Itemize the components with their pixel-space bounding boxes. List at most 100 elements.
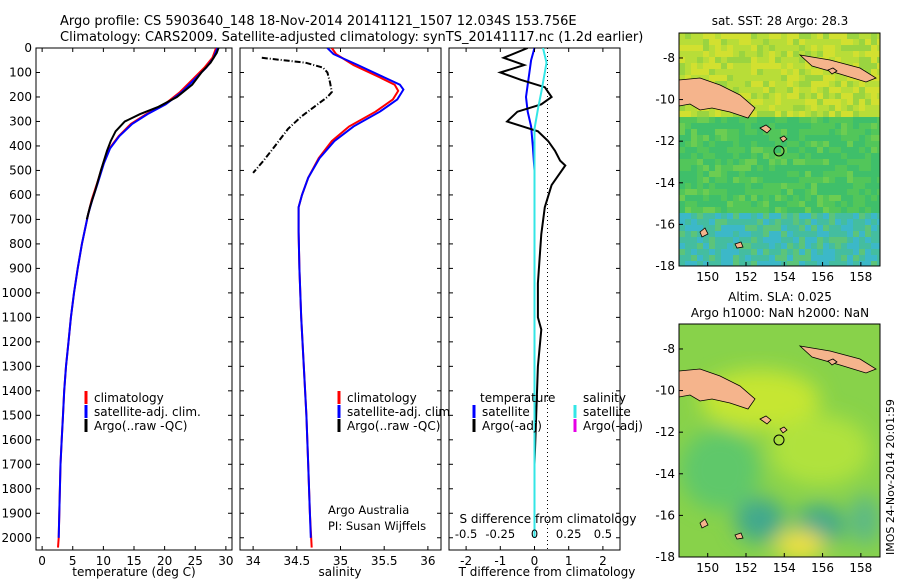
sst-pixel <box>835 33 841 39</box>
figure-title-line1: Argo profile: CS 5903640_148 18-Nov-2014… <box>60 14 577 29</box>
sst-pixel <box>757 177 763 183</box>
sst-pixel <box>757 195 763 201</box>
sst-pixel <box>817 99 823 105</box>
sst-pixel <box>829 141 835 147</box>
sla-map-title-line1: Altim. SLA: 0.025 <box>728 290 832 304</box>
sst-pixel <box>787 45 793 51</box>
sst-pixel <box>781 93 787 99</box>
sst-pixel <box>781 123 787 129</box>
sst-pixel <box>679 141 685 147</box>
sst-pixel <box>727 255 733 261</box>
legend-s-argo-label: Argo(-adj) <box>583 419 643 433</box>
sst-pixel <box>697 261 703 266</box>
sst-pixel <box>829 213 835 219</box>
sst-pixel <box>715 63 721 69</box>
sst-pixel <box>811 159 817 165</box>
sst-pixel <box>697 195 703 201</box>
sst-pixel <box>817 159 823 165</box>
sst-pixel <box>877 99 880 105</box>
sst-pixel <box>847 123 853 129</box>
sst-pixel <box>835 39 841 45</box>
sst-pixel <box>775 147 781 153</box>
sst-pixel <box>715 75 721 81</box>
sst-pixel <box>781 225 787 231</box>
sst-pixel <box>877 69 880 75</box>
sst-pixel <box>703 177 709 183</box>
sst-pixel <box>751 213 757 219</box>
sst-pixel <box>811 207 817 213</box>
sst-pixel <box>715 135 721 141</box>
sst-pixel <box>811 129 817 135</box>
sst-pixel <box>709 159 715 165</box>
sst-pixel <box>871 63 877 69</box>
sst-pixel <box>877 45 880 51</box>
sst-pixel <box>871 237 877 243</box>
sst-pixel <box>853 93 859 99</box>
sst-pixel <box>841 33 847 39</box>
sst-pixel <box>763 33 769 39</box>
sst-pixel <box>763 207 769 213</box>
sst-pixel <box>871 51 877 57</box>
sst-pixel <box>697 159 703 165</box>
sst-pixel <box>691 255 697 261</box>
sst-pixel <box>865 111 871 117</box>
sst-pixel <box>805 213 811 219</box>
map-y-tick-label: -18 <box>655 550 675 564</box>
sst-pixel <box>721 51 727 57</box>
sst-pixel <box>739 87 745 93</box>
y-tick-label: 1900 <box>1 506 32 520</box>
sst-pixel <box>853 159 859 165</box>
sst-pixel <box>709 183 715 189</box>
sst-pixel <box>727 231 733 237</box>
sst-pixel <box>703 75 709 81</box>
sst-pixel <box>763 171 769 177</box>
y-tick-label: 1100 <box>1 310 32 324</box>
sst-pixel <box>721 117 727 123</box>
sst-pixel <box>823 237 829 243</box>
x-tick-label: 1 <box>565 554 573 568</box>
sst-pixel <box>805 249 811 255</box>
sst-pixel <box>829 123 835 129</box>
sst-pixel <box>793 135 799 141</box>
sst-pixel <box>727 249 733 255</box>
sst-pixel <box>703 39 709 45</box>
sst-pixel <box>829 153 835 159</box>
sst-pixel <box>715 243 721 249</box>
sst-pixel <box>733 153 739 159</box>
sst-pixel <box>691 57 697 63</box>
sst-pixel <box>751 51 757 57</box>
sst-pixel <box>799 105 805 111</box>
legend-temperature-header: temperature <box>480 391 555 405</box>
sst-pixel <box>865 45 871 51</box>
sst-pixel <box>703 183 709 189</box>
map-x-tick-label: 150 <box>696 561 719 575</box>
sst-pixel <box>799 159 805 165</box>
sst-pixel <box>739 177 745 183</box>
sst-pixel <box>775 63 781 69</box>
sst-pixel <box>685 129 691 135</box>
sst-pixel <box>763 111 769 117</box>
sst-pixel <box>817 69 823 75</box>
map-x-tick-label: 154 <box>773 561 796 575</box>
sst-pixel <box>745 33 751 39</box>
sst-pixel <box>835 159 841 165</box>
sst-pixel <box>691 63 697 69</box>
sst-pixel <box>841 177 847 183</box>
sst-pixel <box>775 219 781 225</box>
sst-pixel <box>727 207 733 213</box>
sst-pixel <box>835 141 841 147</box>
sst-pixel <box>871 135 877 141</box>
sst-pixel <box>841 183 847 189</box>
sst-pixel <box>829 261 835 266</box>
sst-pixel <box>853 153 859 159</box>
sst-pixel <box>721 45 727 51</box>
sst-pixel <box>859 171 865 177</box>
sst-pixel <box>817 51 823 57</box>
sst-pixel <box>799 51 805 57</box>
sst-pixel <box>757 69 763 75</box>
sst-pixel <box>877 75 880 81</box>
sst-pixel <box>823 249 829 255</box>
sst-pixel <box>763 255 769 261</box>
temperature-axis-label: temperature (deg C) <box>72 565 195 579</box>
sst-pixel <box>787 261 793 266</box>
